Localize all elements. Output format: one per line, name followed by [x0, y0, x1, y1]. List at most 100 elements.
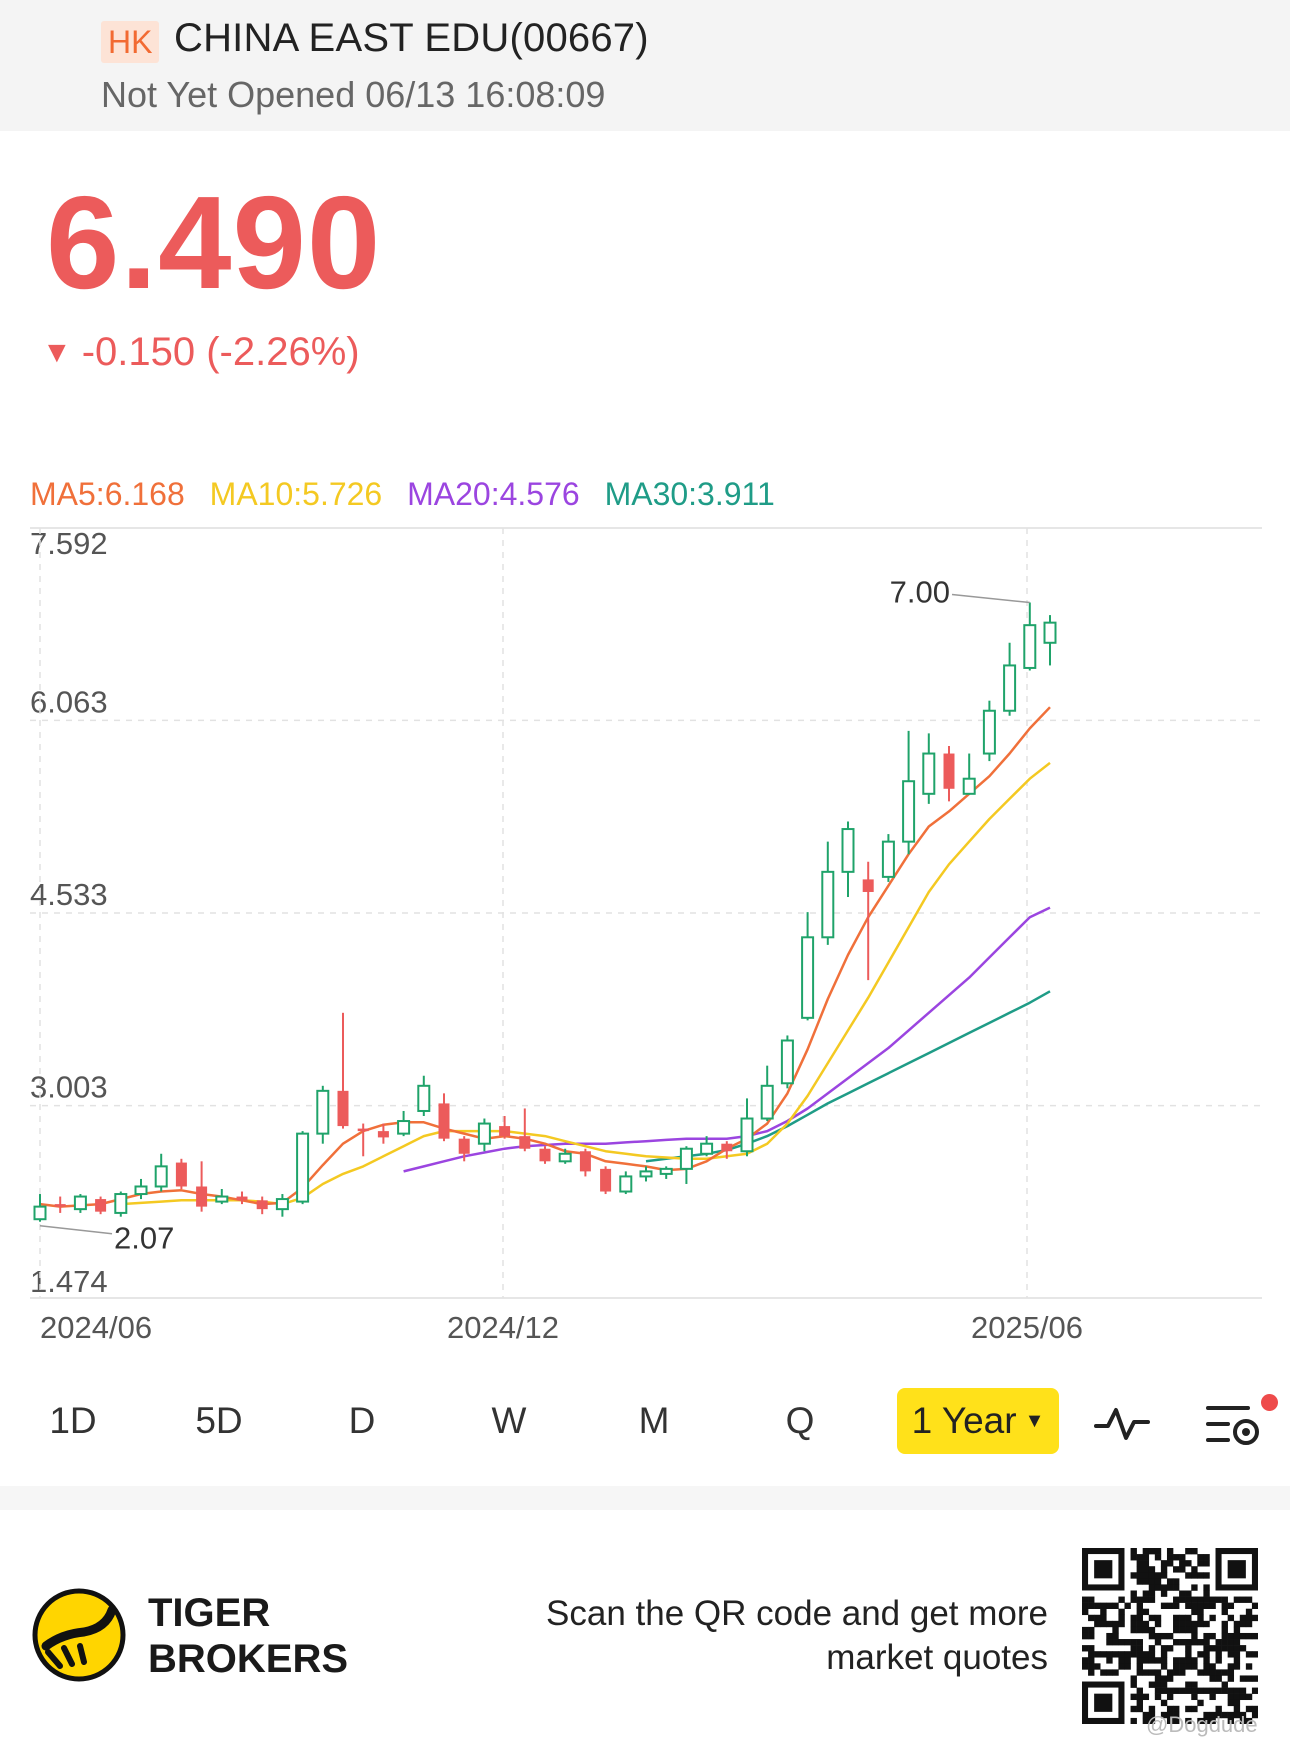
qr-module: [1191, 1596, 1198, 1603]
qr-module: [1233, 1645, 1241, 1652]
watermark: @Dogdude: [1146, 1712, 1258, 1737]
qr-finder: [1094, 1693, 1113, 1712]
qr-module: [1100, 1651, 1107, 1658]
candle-body: [458, 1138, 470, 1154]
qr-module: [1251, 1632, 1258, 1640]
candle-body: [215, 1195, 229, 1203]
qr-module: [1118, 1608, 1125, 1616]
qr-module: [1221, 1669, 1228, 1676]
qr-module: [1239, 1632, 1247, 1640]
qr-module: [1239, 1645, 1247, 1652]
candle: [275, 1194, 289, 1217]
qr-module: [1179, 1566, 1186, 1573]
candle: [1043, 615, 1057, 666]
qr-module: [1142, 1620, 1150, 1628]
candle: [943, 745, 955, 802]
candlestick-chart[interactable]: 7.592 6.063 4.533 3.003 1.474 2024/06 2024/12 2…: [0, 505, 1290, 1355]
qr-module: [1154, 1639, 1162, 1646]
qr-module: [1227, 1639, 1235, 1646]
qr-module: [1160, 1560, 1168, 1567]
qr-module: [1245, 1693, 1253, 1701]
qr-module: [1100, 1614, 1107, 1622]
candle: [215, 1189, 229, 1205]
candle: [721, 1141, 733, 1159]
qr-module: [1227, 1669, 1235, 1676]
qr-module: [1179, 1560, 1186, 1567]
candle-body: [922, 752, 936, 795]
qr-module: [1112, 1651, 1119, 1658]
qr-module: [1148, 1590, 1156, 1597]
candle: [659, 1166, 673, 1179]
qr-module: [1221, 1620, 1228, 1628]
qr-module: [1203, 1651, 1210, 1658]
qr-module: [1251, 1651, 1258, 1658]
qr-module: [1148, 1632, 1156, 1640]
period-week[interactable]: W: [491, 1400, 527, 1441]
ma5-label: MA5:6.168: [30, 476, 185, 512]
qr-module: [1142, 1626, 1150, 1634]
qr-module: [1173, 1663, 1180, 1670]
candle: [377, 1123, 389, 1144]
qr-module: [1124, 1663, 1131, 1670]
candle-body: [73, 1195, 87, 1211]
candle: [196, 1161, 208, 1212]
qr-module: [1173, 1566, 1180, 1573]
candle: [740, 1098, 754, 1157]
candle: [337, 1012, 349, 1129]
qr-module: [1154, 1554, 1162, 1561]
period-month[interactable]: M: [638, 1400, 670, 1441]
ma30-line: [645, 990, 1051, 1163]
qr-module: [1082, 1608, 1089, 1616]
qr-code[interactable]: [1082, 1548, 1258, 1724]
qr-module: [1227, 1699, 1235, 1707]
candle-body: [95, 1199, 107, 1212]
qr-module: [1088, 1669, 1095, 1676]
candle: [357, 1123, 369, 1157]
qr-caption: Scan the QR code and get more market quo…: [546, 1592, 1048, 1680]
high-annotation: 7.00: [890, 575, 950, 610]
candle: [316, 1085, 330, 1144]
qr-module: [1221, 1632, 1228, 1640]
qr-module: [1179, 1687, 1186, 1694]
candle-body: [659, 1167, 673, 1175]
qr-module: [1136, 1705, 1143, 1713]
qr-module: [1136, 1699, 1143, 1707]
qr-module: [1239, 1717, 1247, 1724]
tiger-logo-icon: [32, 1588, 126, 1682]
indicator-icon[interactable]: [1092, 1396, 1152, 1452]
period-5d[interactable]: 5D: [195, 1400, 243, 1441]
qr-module: [1185, 1548, 1192, 1555]
qr-module: [1160, 1590, 1168, 1597]
qr-module: [1136, 1669, 1143, 1676]
qr-module: [1142, 1711, 1150, 1719]
qr-module: [1197, 1699, 1204, 1707]
period-day[interactable]: D: [348, 1400, 376, 1441]
candle: [95, 1196, 107, 1215]
qr-module: [1179, 1620, 1186, 1628]
qr-module: [1130, 1590, 1137, 1597]
candle-body: [579, 1151, 591, 1172]
qr-module: [1233, 1620, 1241, 1628]
qr-module: [1197, 1572, 1204, 1579]
x-tick-label: 2024/06: [40, 1310, 152, 1345]
chart-settings-icon[interactable]: [1204, 1396, 1264, 1452]
period-1d[interactable]: 1D: [49, 1400, 97, 1441]
qr-module: [1221, 1711, 1228, 1719]
candle-body: [760, 1084, 774, 1120]
brand-line-2: BROKERS: [148, 1637, 349, 1681]
x-tick-label: 2025/06: [971, 1310, 1083, 1345]
qr-module: [1239, 1675, 1247, 1682]
qr-module: [1173, 1657, 1180, 1664]
brand-name: TIGER BROKERS: [148, 1590, 348, 1682]
candle-body: [982, 709, 996, 755]
period-1-year[interactable]: 1 Year ▼: [897, 1388, 1059, 1454]
qr-module: [1203, 1645, 1210, 1652]
qr-module: [1233, 1687, 1241, 1694]
period-quarter[interactable]: Q: [785, 1400, 815, 1441]
qr-module: [1173, 1711, 1180, 1719]
candle-body: [639, 1170, 653, 1178]
qr-module: [1124, 1651, 1131, 1658]
qr-module: [1173, 1596, 1180, 1603]
qr-module: [1209, 1614, 1216, 1622]
qr-module: [1094, 1620, 1101, 1628]
